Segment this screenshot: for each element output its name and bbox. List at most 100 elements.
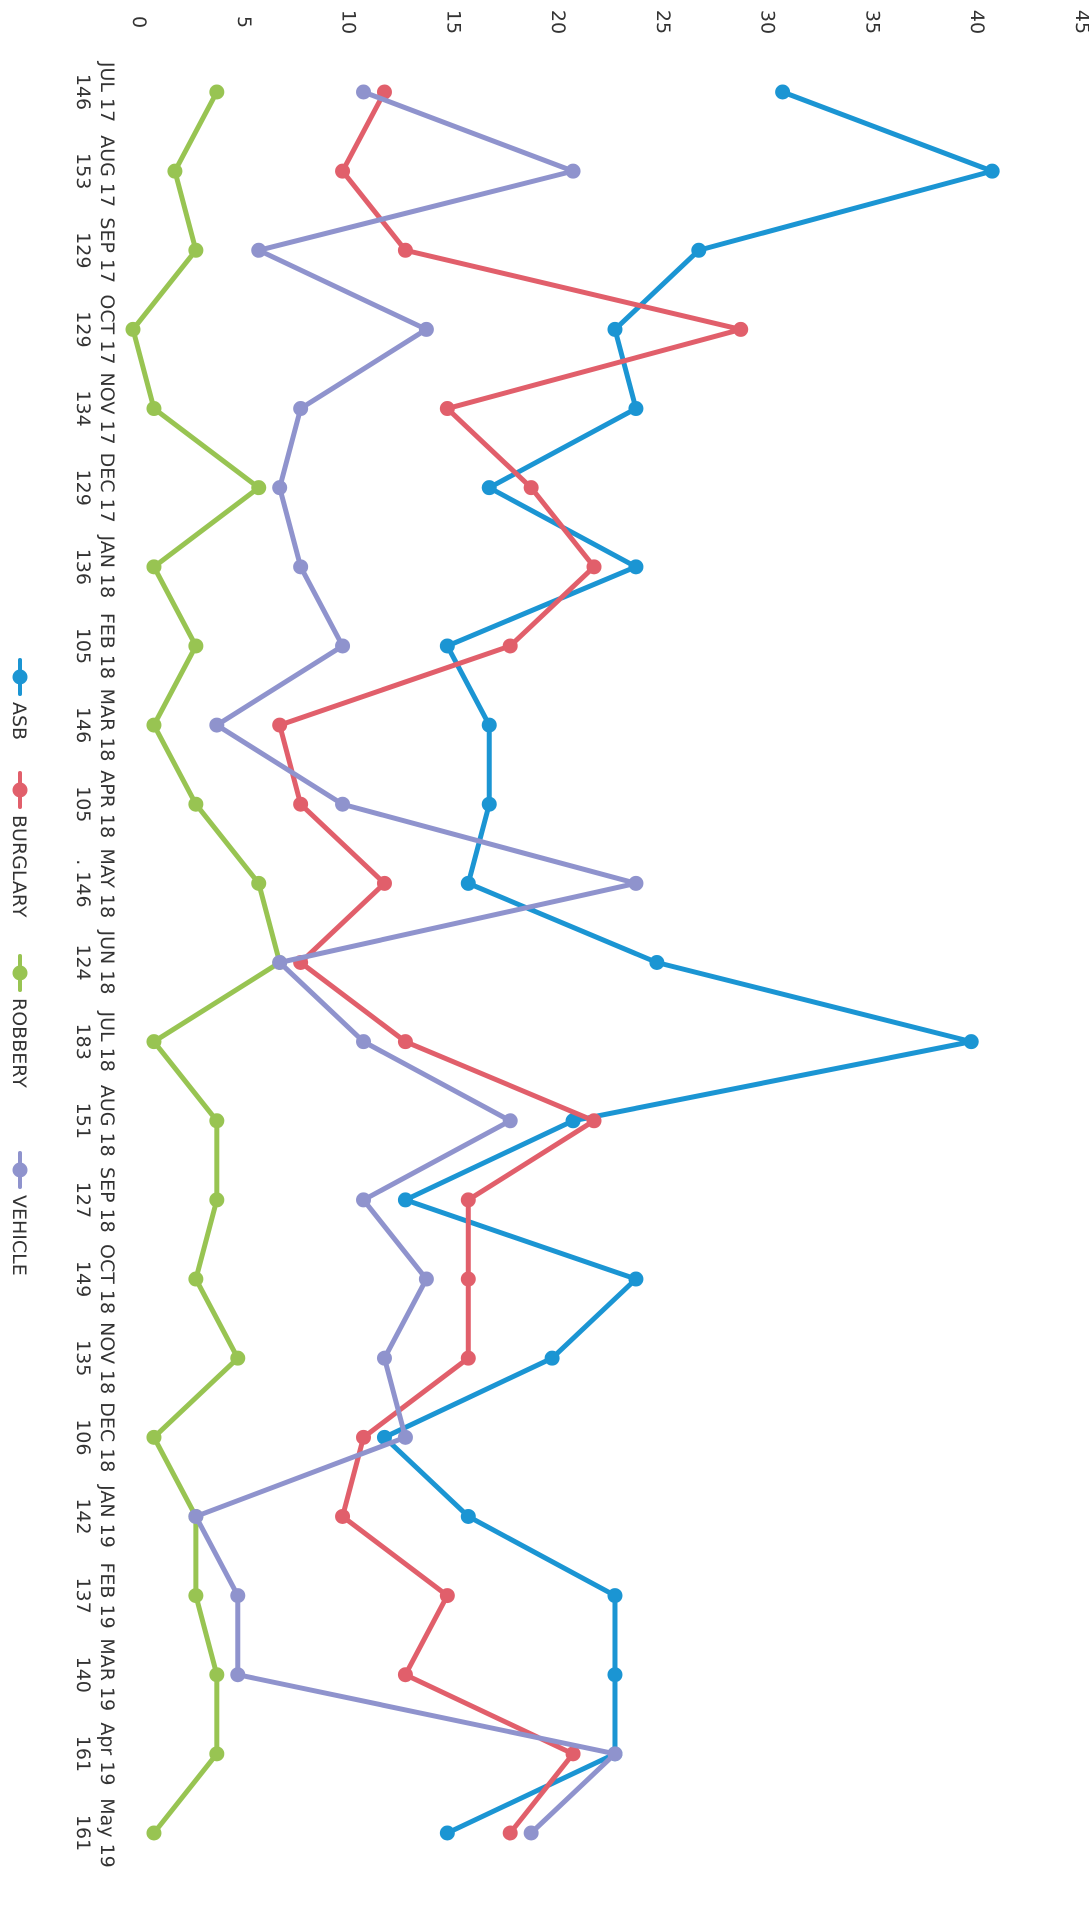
data-point-asb: [544, 1350, 560, 1366]
data-point-robbery: [146, 1429, 162, 1445]
data-point-burglary: [397, 1034, 413, 1050]
x-category-label: JAN 18: [96, 534, 118, 598]
data-point-burglary: [272, 717, 288, 733]
x-category-label: SEP 18: [96, 1167, 118, 1233]
x-category-label: AUG 17: [96, 135, 118, 207]
data-point-vehicle: [502, 1113, 518, 1129]
data-point-robbery: [146, 401, 162, 417]
data-point-vehicle: [565, 163, 581, 179]
series-robbery: [125, 84, 288, 1841]
data-point-vehicle: [335, 796, 351, 812]
x-category-label: JAN 19: [96, 1484, 118, 1548]
data-point-asb: [481, 796, 497, 812]
data-point-robbery: [146, 717, 162, 733]
x-category-label: DEC 18: [96, 1402, 118, 1472]
legend-label: VEHICLE: [8, 1195, 30, 1276]
data-point-vehicle: [376, 1350, 392, 1366]
x-category-label: May 19: [96, 1798, 118, 1868]
data-point-asb: [460, 1508, 476, 1524]
series-line-robbery: [130, 89, 283, 1836]
data-point-robbery: [251, 875, 267, 891]
series-line-burglary: [277, 89, 744, 1836]
legend-item-vehicle: VEHICLE: [8, 1151, 30, 1276]
data-point-vehicle: [209, 717, 225, 733]
data-point-robbery: [251, 480, 267, 496]
x-total-label: . 146: [72, 859, 94, 907]
x-total-label: 142: [72, 1498, 94, 1534]
data-point-burglary: [439, 401, 455, 417]
data-point-burglary: [397, 242, 413, 258]
data-point-robbery: [209, 84, 225, 100]
y-tick-label: 25: [652, 10, 674, 34]
data-point-robbery: [209, 1113, 225, 1129]
data-point-vehicle: [356, 1192, 372, 1208]
data-point-asb: [963, 1034, 979, 1050]
data-point-asb: [439, 638, 455, 654]
data-point-burglary: [586, 1113, 602, 1129]
data-point-asb: [649, 955, 665, 970]
data-point-burglary: [335, 163, 351, 179]
data-point-vehicle: [418, 321, 434, 337]
y-axis-ticks: 0 5 10 15 20 25 30 35 40 45: [128, 10, 1089, 34]
x-category-label: DEC 17: [96, 453, 118, 523]
x-total-label: 137: [72, 1577, 94, 1613]
x-total-label: 129: [72, 470, 94, 506]
data-point-robbery: [146, 1034, 162, 1050]
x-total-label: 149: [72, 1261, 94, 1297]
legend-swatch-dot: [12, 669, 28, 685]
legend-swatch-dot: [12, 965, 28, 981]
data-point-asb: [607, 1588, 623, 1604]
data-point-burglary: [460, 1192, 476, 1208]
data-point-vehicle: [272, 480, 288, 496]
x-total-label: 106: [72, 1419, 94, 1455]
data-point-robbery: [188, 242, 204, 258]
series-layer: [125, 84, 1000, 1841]
data-point-robbery: [188, 638, 204, 654]
legend-item-robbery: ROBBERY: [8, 954, 30, 1088]
data-point-vehicle: [251, 242, 267, 258]
x-category-label: NOV 18: [96, 1322, 118, 1394]
x-category-label: FEB 18: [96, 613, 118, 679]
series-burglary: [272, 84, 749, 1841]
data-point-burglary: [586, 559, 602, 575]
data-point-asb: [984, 163, 1000, 179]
data-point-vehicle: [335, 638, 351, 654]
x-total-label: 129: [72, 311, 94, 347]
x-total-label: 136: [72, 549, 94, 585]
x-total-label: 183: [72, 1024, 94, 1060]
x-category-label: AUG 18: [96, 1085, 118, 1157]
x-total-label: 146: [72, 74, 94, 110]
x-total-label: 105: [72, 786, 94, 822]
data-point-asb: [481, 480, 497, 496]
x-total-label: 161: [72, 1815, 94, 1851]
series-vehicle: [188, 84, 644, 1841]
data-point-vehicle: [397, 1429, 413, 1445]
x-axis-categories: JUL 17 AUG 17 SEP 17 OCT 17 NOV 17 DEC 17 JAN …: [96, 61, 118, 1868]
data-point-burglary: [335, 1508, 351, 1524]
data-point-vehicle: [230, 1588, 246, 1604]
data-point-robbery: [209, 1192, 225, 1208]
data-point-vehicle: [188, 1508, 204, 1524]
x-category-label: MAY 18: [96, 848, 118, 918]
data-point-vehicle: [293, 559, 309, 575]
data-point-asb: [460, 875, 476, 891]
data-point-robbery: [188, 1588, 204, 1604]
legend-label: ASB: [8, 702, 30, 740]
x-category-label: Apr 19: [96, 1722, 118, 1785]
data-point-robbery: [167, 163, 183, 179]
x-category-label: MAR 18: [96, 689, 118, 762]
series-asb: [376, 84, 1000, 1841]
y-tick-label: 5: [233, 16, 255, 28]
series-line-asb: [381, 89, 995, 1836]
x-total-label: 134: [72, 390, 94, 426]
y-tick-label: 45: [1071, 10, 1089, 34]
legend-label: BURGLARY: [8, 815, 30, 918]
legend-label: ROBBERY: [8, 998, 30, 1088]
data-point-burglary: [502, 1825, 518, 1841]
x-category-label: APR 18: [96, 770, 118, 838]
x-total-label: 140: [72, 1657, 94, 1693]
x-category-label: MAR 19: [96, 1638, 118, 1711]
x-total-label: 124: [72, 944, 94, 980]
legend-item-burglary: BURGLARY: [8, 771, 30, 918]
